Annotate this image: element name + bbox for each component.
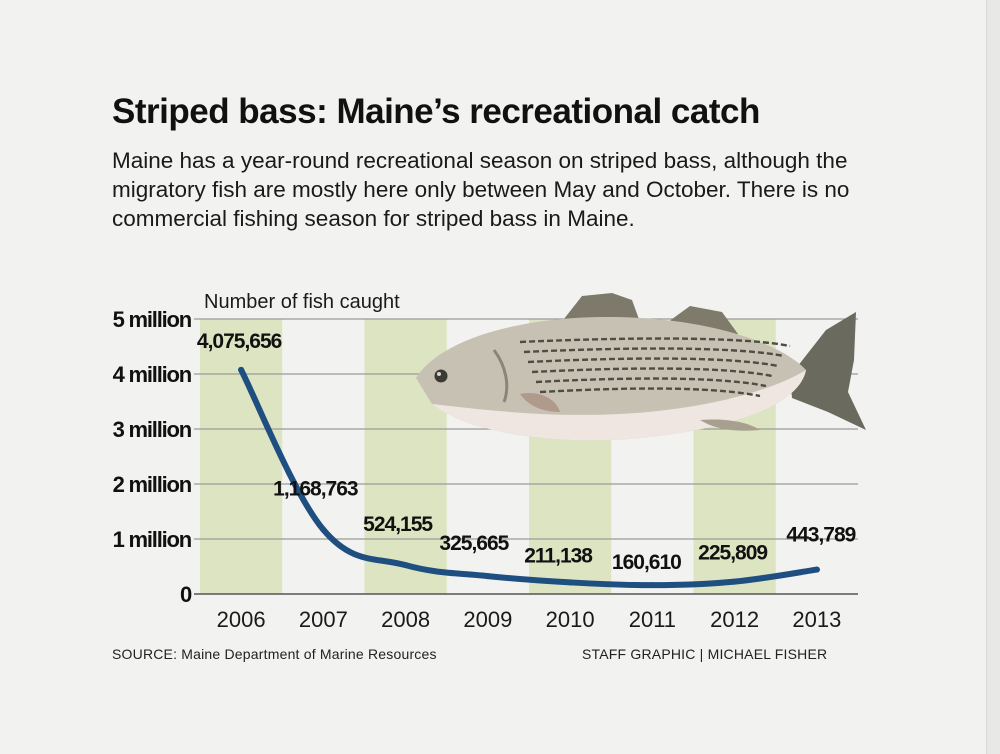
- page-edge: [986, 0, 1000, 754]
- x-tick-label: 2007: [299, 607, 348, 632]
- x-tick-label: 2012: [710, 607, 759, 632]
- x-tick-label: 2011: [629, 607, 676, 632]
- y-tick-label: 0: [180, 582, 192, 607]
- data-label: 325,665: [439, 532, 509, 555]
- data-point: [484, 573, 491, 580]
- data-point: [567, 579, 574, 586]
- data-label: 211,138: [524, 544, 593, 567]
- y-tick-label: 2 million: [113, 472, 192, 497]
- y-axis-label: Number of fish caught: [204, 291, 400, 313]
- x-tick-label: 2010: [546, 607, 595, 632]
- data-point: [649, 582, 656, 589]
- chart-title: Striped bass: Maine’s recreational catch: [112, 92, 760, 131]
- chart-subtitle: Maine has a year-round recreational seas…: [112, 148, 850, 231]
- data-label: 524,155: [363, 513, 433, 536]
- data-label: 225,809: [698, 542, 767, 565]
- source-note: SOURCE: Maine Department of Marine Resou…: [112, 646, 437, 662]
- data-point: [238, 366, 245, 373]
- y-tick-label: 4 million: [113, 362, 192, 387]
- y-tick-label: 5 million: [113, 307, 192, 332]
- data-label: 4,075,656: [197, 330, 282, 353]
- data-label: 160,610: [612, 551, 681, 574]
- x-tick-label: 2009: [463, 607, 512, 632]
- x-tick-label: 2006: [217, 607, 266, 632]
- y-tick-label: 1 million: [113, 527, 192, 552]
- x-tick-label: 2008: [381, 607, 430, 632]
- y-tick-label: 3 million: [113, 417, 192, 442]
- data-point: [731, 578, 738, 585]
- data-point: [402, 562, 409, 569]
- data-point: [813, 566, 820, 573]
- data-label: 1,168,763: [273, 478, 358, 501]
- data-point: [320, 526, 327, 533]
- graphic-credit: STAFF GRAPHIC | MICHAEL FISHER: [582, 646, 828, 662]
- x-tick-label: 2013: [792, 607, 841, 632]
- striped-bass-illustration: [416, 293, 866, 441]
- background-band: [200, 319, 283, 594]
- data-label: 443,789: [786, 524, 855, 547]
